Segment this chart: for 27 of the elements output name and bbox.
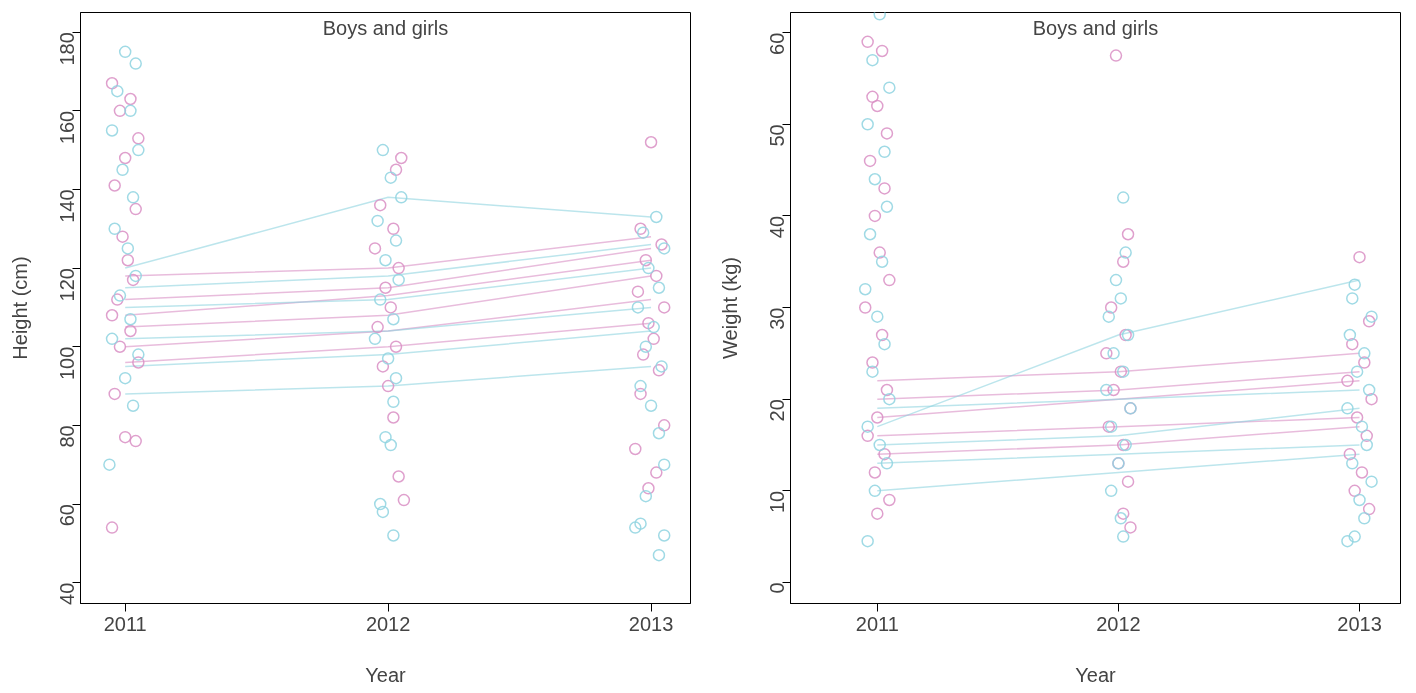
y-tick-label: 160: [56, 110, 79, 145]
y-tick-label: 80: [56, 425, 79, 448]
y-axis-title: Height (cm): [8, 256, 31, 360]
y-tick-label: 180: [56, 32, 79, 66]
y-tick-label: 10: [766, 490, 789, 514]
x-tick-label: 2013: [1337, 612, 1382, 635]
x-tick-label: 2012: [1096, 612, 1141, 635]
x-tick-label: 2013: [628, 612, 674, 635]
y-tick-label: 40: [56, 582, 79, 605]
y-tick-label: 140: [56, 189, 79, 223]
y-tick-label: 60: [56, 504, 79, 527]
y-tick-label: 30: [766, 307, 789, 330]
y-tick-label: 60: [766, 32, 789, 55]
y-tick-label: 20: [766, 399, 789, 422]
x-tick-label: 2012: [365, 612, 411, 635]
y-tick-label: 120: [56, 268, 79, 302]
y-tick-label: 100: [56, 346, 79, 381]
x-tick-label: 2011: [855, 612, 899, 635]
y-tick-label: 40: [766, 215, 789, 239]
x-axis-title: Year: [1075, 663, 1117, 686]
y-axis-title: Weight (kg): [718, 257, 741, 359]
chart-title: Boys and girls: [322, 16, 449, 39]
y-tick-label: 50: [766, 124, 789, 147]
chart-title: Boys and girls: [1032, 16, 1159, 39]
x-axis-title: Year: [365, 663, 407, 686]
x-tick-label: 2011: [103, 612, 147, 635]
y-tick-label: 0: [766, 582, 789, 594]
